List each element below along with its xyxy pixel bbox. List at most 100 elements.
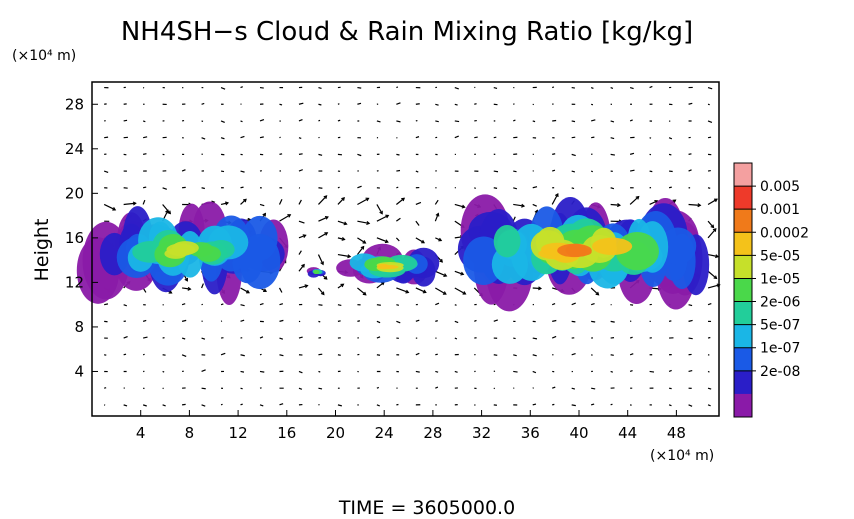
wind-vector xyxy=(318,370,321,373)
wind-vector xyxy=(688,304,693,307)
wind-vector xyxy=(435,103,439,106)
x-unit-label: (×10⁴ m) xyxy=(650,448,714,464)
wind-vector xyxy=(376,404,380,407)
wind-vector xyxy=(104,136,109,139)
wind-vector xyxy=(493,187,498,189)
wind-vector xyxy=(376,304,381,306)
wind-vector xyxy=(629,86,634,90)
x-tick-label: 8 xyxy=(185,424,195,442)
cloud-cell xyxy=(380,264,399,269)
wind-vector-head xyxy=(341,236,346,241)
wind-vector xyxy=(376,237,389,243)
x-tick-label: 20 xyxy=(326,424,345,442)
wind-vector-head xyxy=(323,195,328,199)
wind-vector xyxy=(259,303,264,306)
wind-vector xyxy=(493,170,499,173)
wind-vector xyxy=(474,187,477,189)
cloud-band-1 xyxy=(76,201,289,305)
wind-vector xyxy=(435,270,447,277)
wind-vector xyxy=(688,369,693,373)
wind-vector xyxy=(162,204,171,214)
y-tick-label: 4 xyxy=(74,362,84,380)
wind-vector xyxy=(220,352,226,356)
wind-vector xyxy=(318,216,329,222)
wind-vector xyxy=(298,285,308,289)
wind-vector xyxy=(181,354,187,358)
y-tick-label: 20 xyxy=(65,184,84,202)
wind-vector xyxy=(143,136,148,139)
wind-vector xyxy=(318,119,321,122)
wind-vector xyxy=(688,319,693,322)
wind-vector-head xyxy=(287,214,292,218)
wind-vector xyxy=(668,404,672,407)
wind-vector xyxy=(337,186,340,189)
wind-vector xyxy=(337,197,345,205)
colorbar-swatch xyxy=(734,278,752,303)
colorbar-swatch xyxy=(734,163,752,187)
wind-vector xyxy=(182,287,191,290)
wind-vector xyxy=(201,369,206,373)
wind-vector-head xyxy=(521,203,526,208)
wind-vector xyxy=(279,319,284,322)
wind-vector-head xyxy=(320,261,324,266)
wind-vector xyxy=(298,220,305,224)
wind-vector xyxy=(610,203,620,206)
wind-vector-head xyxy=(443,273,448,277)
wind-vector-head xyxy=(365,197,370,202)
x-tick-label: 24 xyxy=(375,424,394,442)
wind-vector xyxy=(435,287,447,295)
wind-vector xyxy=(201,187,205,190)
wind-vector xyxy=(396,169,401,172)
wind-vector xyxy=(298,234,306,239)
wind-vector xyxy=(435,353,438,356)
wind-vector-head xyxy=(635,195,640,200)
wind-vector xyxy=(513,187,518,190)
y-tick-label: 8 xyxy=(74,318,84,336)
wind-vector xyxy=(571,387,576,390)
wind-vector xyxy=(220,120,225,124)
wind-vector xyxy=(454,103,458,106)
wind-vector xyxy=(630,169,635,172)
wind-vector-head xyxy=(323,275,328,280)
wind-vector xyxy=(454,135,459,139)
wind-vector xyxy=(396,102,401,105)
wind-vector-head xyxy=(341,197,345,201)
wind-vector xyxy=(142,120,146,123)
wind-vector xyxy=(454,203,465,208)
wind-vector xyxy=(571,153,576,157)
wind-vector xyxy=(552,169,556,172)
colorbar-label: 1e-07 xyxy=(760,341,800,357)
wind-vector-head xyxy=(132,201,137,206)
wind-vector xyxy=(532,354,537,357)
wind-vector xyxy=(337,320,341,322)
wind-vector xyxy=(298,137,302,140)
wind-vector xyxy=(123,202,136,206)
wind-vector xyxy=(220,403,223,406)
wind-vector xyxy=(707,228,717,239)
wind-vector xyxy=(317,287,325,295)
wind-vector xyxy=(298,264,305,272)
wind-vector xyxy=(571,86,575,89)
wind-vector xyxy=(591,320,596,323)
wind-vector xyxy=(143,186,147,189)
wind-vector-head xyxy=(301,263,305,268)
wind-vector xyxy=(201,337,206,340)
wind-vector-head xyxy=(187,286,192,291)
wind-vector xyxy=(356,246,365,255)
wind-vector xyxy=(668,186,672,189)
wind-vector xyxy=(259,370,265,373)
wind-vector-head xyxy=(442,291,447,295)
wind-vector-head xyxy=(362,240,367,244)
wind-vector-head xyxy=(538,286,543,291)
wind-vector xyxy=(435,237,442,242)
wind-vector xyxy=(610,354,614,356)
wind-vector xyxy=(668,153,672,156)
plot-frame xyxy=(91,81,720,417)
wind-vector xyxy=(142,199,146,205)
wind-vector xyxy=(590,302,595,306)
wind-vector-head xyxy=(438,237,443,242)
wind-vector xyxy=(415,287,427,293)
wind-vector xyxy=(435,120,439,123)
x-tick-label: 44 xyxy=(618,424,637,442)
